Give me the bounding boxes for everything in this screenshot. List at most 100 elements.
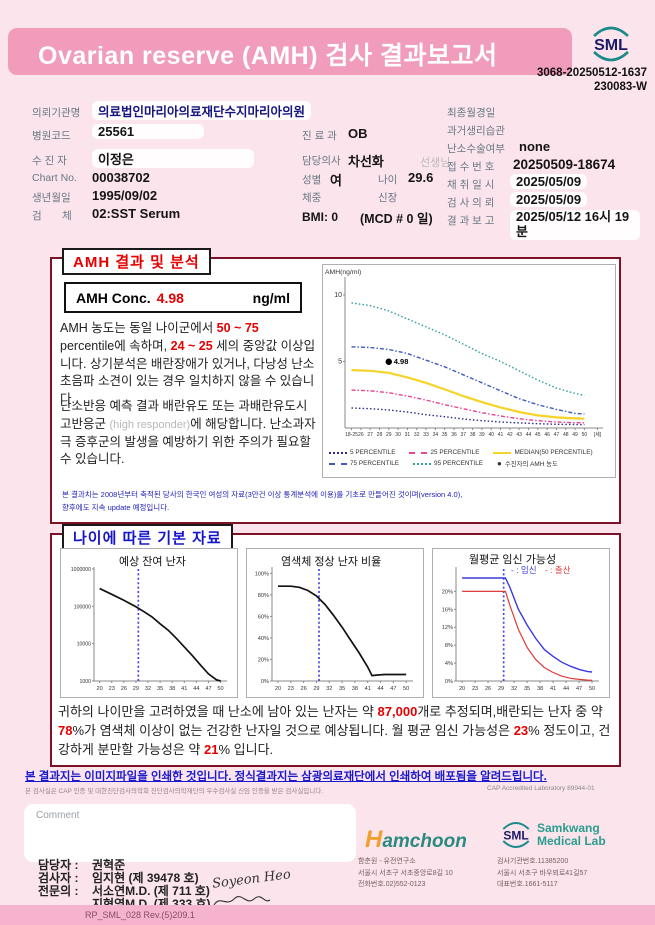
lmp-label: 최종월경일	[447, 107, 496, 119]
habit-label: 과거생리습관	[447, 125, 505, 137]
svg-text:47: 47	[390, 686, 396, 692]
specimen-number-line2: 230083-W	[593, 81, 647, 94]
signature-scribble	[213, 896, 271, 906]
hamchoon-line2: 서울시 서초구 서초중앙로8길 10	[358, 869, 453, 877]
svg-text:38: 38	[352, 686, 358, 692]
doctor-label: 담당의사	[302, 155, 341, 167]
collect-label: 채 취 일 시	[447, 179, 495, 191]
svg-text:35: 35	[157, 686, 163, 692]
remaining-eggs-title: 예상 잔여 난자	[119, 556, 186, 568]
weight-label: 체중	[302, 192, 322, 204]
request-org-label: 의뢰기관명	[32, 107, 81, 119]
chart-no-value: 00038702	[92, 170, 150, 185]
summary-text5: % 입니다.	[218, 741, 274, 757]
p1-percentile-range: 50 ~ 75	[216, 321, 259, 335]
document-code: RP_SML_028 Rev.(5)209.1	[85, 910, 195, 920]
comment-box: Comment	[24, 804, 356, 862]
svg-text:20%: 20%	[258, 657, 269, 663]
svg-text:23: 23	[109, 686, 115, 692]
legend-p25: 25 PERCENTILE	[409, 449, 479, 456]
svg-text:1000000: 1000000	[71, 567, 91, 573]
svg-text:35: 35	[524, 686, 530, 692]
svg-text:26: 26	[301, 686, 307, 692]
summary-birth-chance: 21	[204, 741, 219, 757]
normal-eggs-ratio-title: 염색체 정상 난자 비율	[281, 556, 382, 568]
staff3-label: 전문의 :	[38, 884, 79, 898]
svg-text:26: 26	[485, 686, 491, 692]
svg-text:35: 35	[442, 432, 448, 438]
report-date-label: 결 과 보 고	[447, 215, 495, 227]
legend-p75-label: 75 PERCENTILE	[350, 460, 400, 467]
svg-text:80%: 80%	[258, 593, 269, 599]
summary-text3: %가 염색체 이상이 없는 건강한 난자일 것으로 예상됩니다. 월 평균 임신…	[72, 722, 514, 738]
sex-value: 여	[330, 173, 342, 188]
legend-p25-swatch	[409, 451, 428, 454]
svg-text:41: 41	[498, 432, 504, 438]
svg-text:100%: 100%	[255, 571, 269, 577]
svg-text:39: 39	[479, 432, 485, 438]
page-title: Ovarian reserve (AMH) 검사 결과보고서	[38, 42, 498, 70]
staff-row-3: 전문의 : 서소연M.D. (제 711 호)	[38, 882, 210, 900]
svg-text:33: 33	[423, 432, 429, 438]
svg-text:8%: 8%	[445, 643, 453, 649]
summary-text1: 귀하의 나이만을 고려하였을 때 난소에 남아 있는 난자는 약	[58, 704, 378, 719]
staff-row-2: 검사자 : 임지현 (제 39478 호)	[38, 869, 199, 887]
svg-text:30: 30	[395, 432, 401, 438]
svg-text:60%: 60%	[258, 614, 269, 620]
summary-text4: % 정도이고, 건강하게 분만할 가능성은 약	[58, 722, 611, 757]
doctor-suffix: 선생님	[420, 157, 451, 169]
dept-label: 진 료 과	[302, 130, 337, 142]
legend-p5-label: 5 PERCENTILE	[350, 449, 396, 456]
hamchoon-logo-h: H	[365, 826, 383, 853]
svg-text:41: 41	[550, 686, 556, 692]
svg-text:32: 32	[414, 432, 420, 438]
legend-p5-swatch	[329, 451, 347, 454]
svg-text:20: 20	[275, 686, 281, 692]
svg-text:40%: 40%	[258, 636, 269, 642]
amh-percentile-chart: 5 10 18-25 26 27 28 29 30 31 32 33 34 35 36 37 38 39 40 41…	[325, 269, 603, 438]
svg-text:AMH(ng/ml): AMH(ng/ml)	[325, 269, 361, 276]
legend-p75: 75 PERCENTILE	[329, 460, 399, 467]
amh-conc-unit: ng/ml	[252, 289, 290, 306]
legend-p5: 5 PERCENTILE	[329, 449, 395, 456]
svg-text:1000: 1000	[79, 679, 91, 685]
svg-text:42: 42	[507, 432, 513, 438]
svg-text:35: 35	[339, 686, 345, 692]
svg-text:[세]: [세]	[594, 431, 602, 438]
bmi-value: BMI: 0	[302, 210, 338, 224]
svg-text:23: 23	[472, 686, 478, 692]
order-value: 2025/05/09	[510, 192, 588, 207]
hamchoon-logo: Hamchoon	[365, 826, 467, 854]
birth-label: 생년월일	[32, 192, 71, 204]
svg-text:23: 23	[288, 686, 294, 692]
staff1-label: 담당자 :	[38, 858, 79, 872]
svg-text:38: 38	[169, 686, 175, 692]
request-org-value: 의료법인마리아의료재단수지마리아의원	[92, 101, 312, 120]
svg-text:29: 29	[386, 432, 392, 438]
svg-text:20%: 20%	[442, 589, 453, 595]
doctor-name: 차선화	[348, 154, 384, 169]
legend-p75-swatch	[329, 462, 347, 465]
specimen-label: 검 체	[32, 210, 72, 222]
svg-text:100000: 100000	[74, 604, 91, 610]
svg-text:27: 27	[367, 432, 373, 438]
summary-paragraph: 귀하의 나이만을 고려하였을 때 난소에 남아 있는 난자는 약 87,000개…	[58, 703, 614, 760]
amh-conc-box: AMH Conc. 4.98 ng/ml	[64, 282, 302, 313]
svg-text:20: 20	[459, 686, 465, 692]
amh-conc-label: AMH Conc.	[76, 289, 151, 306]
chart-footnote-line1: 본 결과치는 2008년부터 축적된 당사의 한국인 여성의 자료(3만건 이상…	[62, 490, 463, 499]
legend-median-swatch	[493, 451, 512, 454]
hospital-code-label: 병원코드	[32, 130, 71, 142]
amh-percentile-chart-box: 5 10 18-25 26 27 28 29 30 31 32 33 34 35 36 37 38 39 40 41…	[322, 264, 616, 478]
legend-pregnancy: - : 임신	[511, 565, 537, 575]
legend-patient-dot: ●	[497, 459, 502, 468]
svg-text:29: 29	[313, 686, 319, 692]
svg-text:32: 32	[511, 686, 517, 692]
svg-text:26: 26	[121, 686, 127, 692]
svg-text:10000: 10000	[77, 642, 92, 648]
svg-text:32: 32	[145, 686, 151, 692]
summary-egg-count: 87,000	[377, 704, 418, 719]
legend-birth: - : 출산	[544, 565, 571, 575]
svg-text:44: 44	[377, 686, 383, 692]
svg-text:44: 44	[193, 686, 199, 692]
